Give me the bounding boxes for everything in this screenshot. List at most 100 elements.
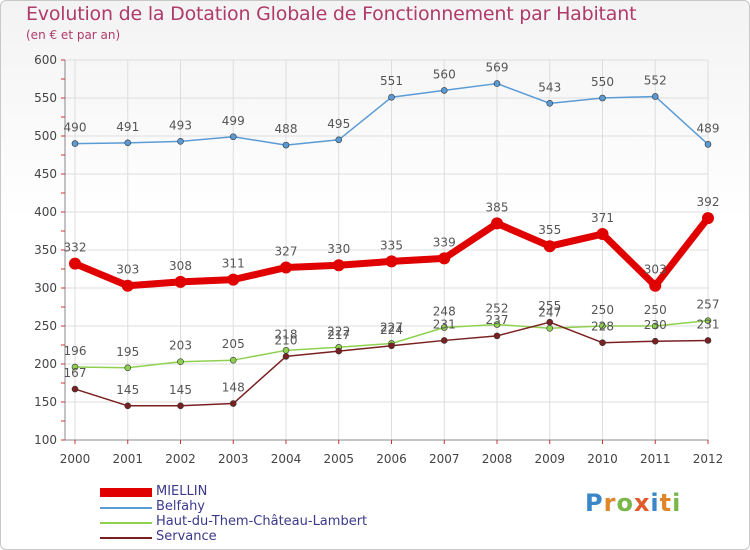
data-label: 228 (591, 320, 614, 334)
data-point (546, 324, 554, 332)
data-label: 217 (327, 328, 350, 342)
logo-letter: t (659, 489, 673, 517)
data-label: 247 (538, 305, 561, 319)
data-label: 248 (433, 305, 456, 319)
data-point (546, 318, 554, 326)
data-label: 148 (222, 381, 245, 395)
data-point (229, 356, 237, 364)
logo-letter: i (672, 489, 682, 517)
data-point (282, 141, 290, 149)
y-tick-label: 400 (34, 205, 57, 219)
legend-swatch (100, 522, 152, 524)
data-point (69, 257, 81, 270)
data-point (177, 358, 184, 366)
y-tick-label: 600 (34, 53, 57, 67)
data-point (121, 279, 134, 292)
y-tick-label: 250 (34, 319, 57, 333)
x-tick-label: 2005 (323, 452, 354, 466)
x-tick-label: 2006 (376, 452, 407, 466)
data-label: 230 (644, 318, 667, 332)
logo-letter: P (585, 489, 604, 517)
data-label: 167 (64, 366, 87, 380)
data-point (491, 217, 503, 230)
data-point (71, 140, 79, 147)
data-point (493, 80, 501, 87)
data-point (704, 337, 712, 344)
data-point (385, 255, 398, 268)
x-tick-label: 2010 (587, 452, 618, 466)
y-tick-label: 100 (34, 433, 57, 447)
data-point (227, 273, 240, 286)
data-label: 224 (380, 323, 403, 337)
data-label: 145 (116, 383, 139, 397)
x-tick-label: 2003 (218, 452, 249, 466)
data-point (282, 353, 290, 360)
data-point (332, 259, 345, 272)
chart-title: Evolution de la Dotation Globale de Fonc… (26, 3, 637, 25)
x-tick-label: 2011 (640, 452, 671, 466)
data-label: 332 (64, 241, 87, 255)
data-label: 385 (486, 200, 509, 214)
legend-swatch (100, 488, 152, 497)
data-label: 489 (697, 121, 720, 135)
data-label: 231 (697, 317, 720, 331)
data-label: 231 (433, 317, 456, 331)
data-label: 145 (169, 383, 192, 397)
y-tick-label: 500 (34, 129, 57, 143)
data-point (124, 364, 132, 372)
chart-subtitle: (en € et par an) (26, 28, 121, 42)
data-point (335, 136, 343, 144)
data-point (177, 402, 184, 410)
legend-label: MIELLIN (156, 484, 208, 499)
data-point (546, 100, 554, 107)
x-tick-label: 2002 (165, 452, 196, 466)
data-label: 330 (327, 242, 350, 256)
y-tick-label: 450 (34, 167, 57, 181)
data-label: 222 (327, 324, 350, 338)
data-point (704, 141, 712, 148)
x-tick-label: 2007 (429, 452, 460, 466)
legend-swatch (100, 537, 152, 539)
logo-letter: x (633, 489, 651, 517)
y-tick-label: 550 (34, 91, 57, 105)
data-label: 550 (591, 75, 614, 89)
logo-letter: o (616, 489, 634, 517)
data-label: 210 (275, 333, 298, 347)
data-label: 218 (275, 327, 298, 341)
y-tick-label: 350 (34, 243, 57, 257)
data-point (599, 94, 606, 102)
data-point (335, 347, 343, 355)
data-label: 491 (116, 120, 139, 134)
data-label: 490 (64, 121, 87, 135)
data-label: 255 (538, 299, 561, 313)
data-label: 371 (591, 211, 614, 225)
data-point (651, 322, 659, 330)
data-label: 237 (486, 313, 509, 327)
data-point (651, 337, 659, 345)
data-label: 392 (697, 195, 720, 209)
data-point (124, 139, 132, 147)
data-point (438, 252, 451, 265)
data-point (651, 93, 659, 100)
data-label: 543 (538, 80, 561, 94)
data-point (71, 363, 79, 371)
x-tick-label: 2008 (482, 452, 513, 466)
data-point (282, 347, 290, 354)
x-tick-label: 2012 (693, 452, 724, 466)
data-label: 252 (486, 301, 509, 315)
data-point (599, 339, 606, 347)
proxiti-logo: Proxiti (585, 489, 681, 517)
data-point (704, 317, 712, 324)
data-label: 205 (222, 337, 245, 351)
data-point (177, 138, 184, 145)
data-point (280, 261, 292, 274)
data-label: 560 (433, 67, 456, 81)
data-label: 327 (275, 244, 298, 258)
data-label: 569 (486, 61, 509, 75)
data-point (440, 337, 448, 344)
data-point (543, 240, 556, 253)
data-label: 355 (538, 223, 561, 237)
data-label: 499 (222, 114, 245, 128)
data-point (649, 279, 662, 292)
